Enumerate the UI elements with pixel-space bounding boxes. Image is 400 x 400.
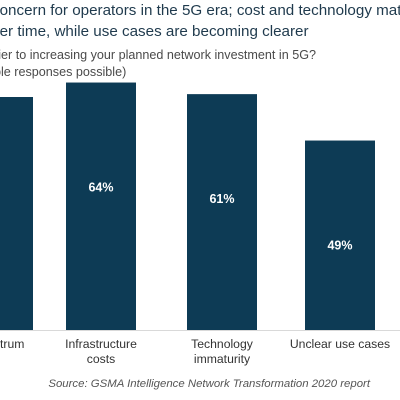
chart-subtitle-line-2: ble responses possible): [0, 65, 127, 79]
category-label-2-1: immaturity: [194, 352, 251, 366]
bar-0: [0, 97, 33, 330]
category-label-3-0: Unclear use cases: [290, 337, 390, 351]
chart-title-line-2: ver time, while use cases are becoming c…: [0, 23, 309, 40]
category-label-2-0: Technology: [191, 337, 254, 351]
bar-2: [187, 94, 257, 330]
data-label-1: 64%: [88, 181, 113, 195]
data-label-3: 49%: [327, 239, 352, 253]
category-label-1-1: costs: [87, 352, 115, 366]
bar-3: [305, 140, 375, 330]
chart-title-line-1: concern for operators in the 5G era; cos…: [0, 2, 400, 19]
category-label-1-0: Infrastructure: [65, 337, 137, 351]
bar-1: [66, 82, 136, 331]
chart-subtitle-line-1: rier to increasing your planned network …: [0, 48, 317, 62]
source-note: Source: GSMA Intelligence Network Transf…: [48, 378, 370, 390]
data-label-2: 61%: [209, 192, 234, 206]
category-label-0-0: trum: [0, 337, 24, 351]
